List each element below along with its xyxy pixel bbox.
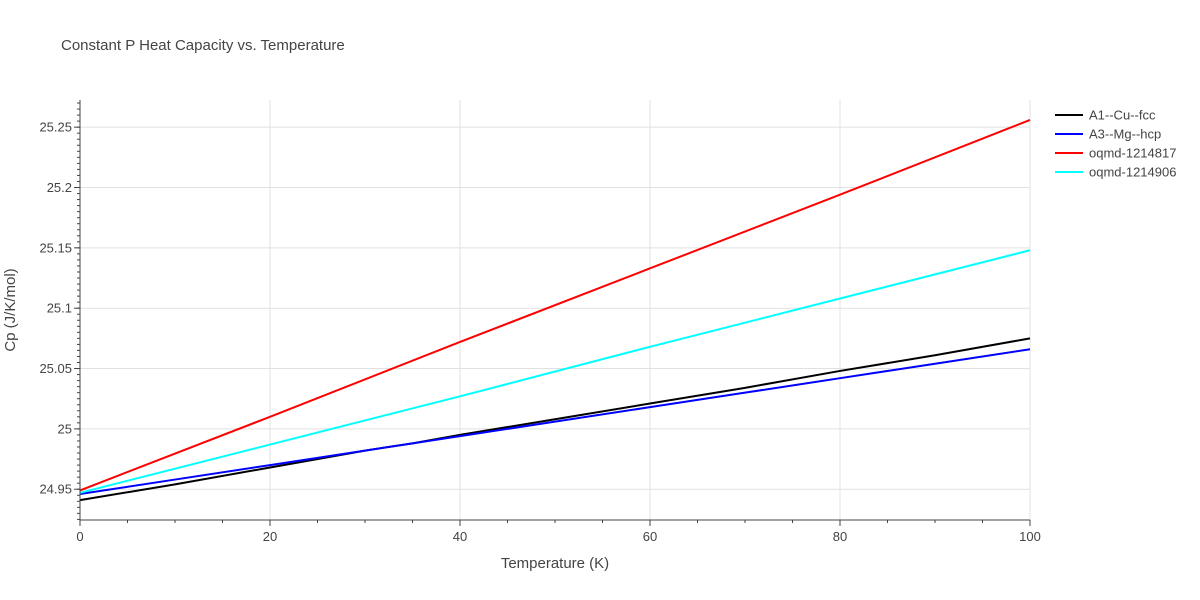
legend-label: A1--Cu--fcc xyxy=(1089,108,1156,123)
legend: A1--Cu--fcc A3--Mg--hcp oqmd-1214817 oqmd-1… xyxy=(1055,108,1176,180)
minor-ticks xyxy=(74,102,1031,526)
y-tick-label: 25 xyxy=(58,421,72,436)
series-line xyxy=(79,348,1031,496)
x-tick-label: 20 xyxy=(263,529,277,544)
legend-label: oqmd-1214817 xyxy=(1089,146,1176,161)
x-tick-label: 100 xyxy=(1019,529,1041,544)
series-line xyxy=(79,337,1031,502)
y-axis-title: Cp (J/K/mol) xyxy=(2,268,19,351)
y-tick-label: 25.2 xyxy=(47,180,72,195)
y-tick-label: 25.25 xyxy=(39,120,72,135)
x-tick-label: 80 xyxy=(833,529,847,544)
axes xyxy=(79,100,1030,521)
y-tick-label: 24.95 xyxy=(39,482,72,497)
series-layer xyxy=(79,118,1031,502)
series-line xyxy=(79,249,1031,494)
x-tick-label: 40 xyxy=(453,529,467,544)
chart-title: Constant P Heat Capacity vs. Temperature xyxy=(61,37,345,54)
y-tick-label: 25.05 xyxy=(39,361,72,376)
x-tick-label: 0 xyxy=(76,529,83,544)
series-line xyxy=(79,118,1031,492)
x-tick-labels: 0 20 40 60 80 100 xyxy=(76,529,1040,544)
y-tick-label: 25.1 xyxy=(47,301,72,316)
legend-label: A3--Mg--hcp xyxy=(1089,127,1161,142)
legend-label: oqmd-1214906 xyxy=(1089,165,1176,180)
x-tick-label: 60 xyxy=(643,529,657,544)
y-tick-labels: 24.95 25 25.05 25.1 25.15 25.2 25.25 xyxy=(39,120,72,497)
x-axis-title: Temperature (K) xyxy=(501,555,609,572)
y-tick-label: 25.15 xyxy=(39,240,72,255)
